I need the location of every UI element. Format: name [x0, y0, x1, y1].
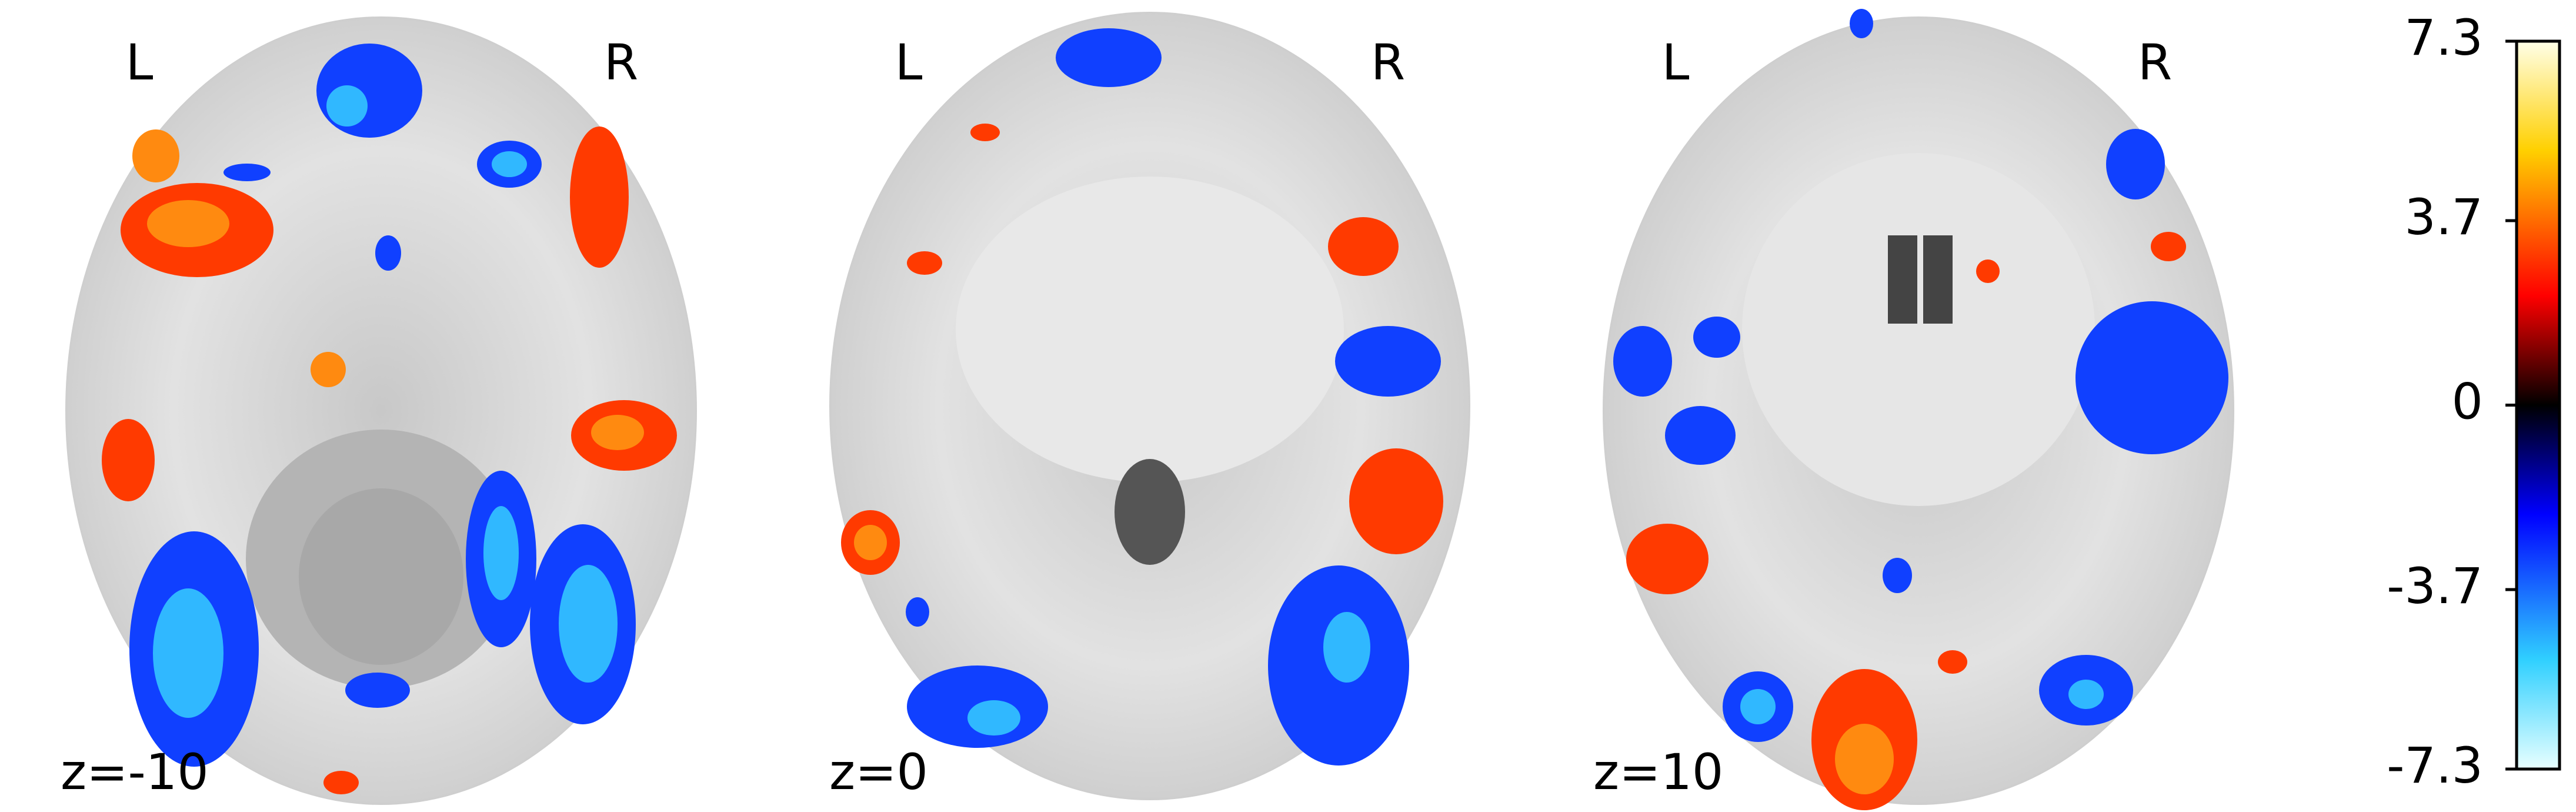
tick-label: 0 [2452, 372, 2483, 430]
tick-label: 7.3 [2404, 9, 2483, 66]
colorbar-ticks: 7.3 3.7 0 -3.7 -7.3 [2387, 9, 2517, 794]
right-label: R [1371, 34, 1405, 91]
right-label: R [604, 34, 638, 91]
slice-label: z=-10 [61, 743, 209, 801]
tick-label: 3.7 [2404, 188, 2483, 246]
left-label: L [895, 34, 923, 91]
slice-panel [1603, 9, 2234, 810]
slice-panel [829, 12, 1470, 800]
right-label: R [2138, 34, 2172, 91]
slice-labels: L Rz=-10 L Rz=0 L Rz=10 [61, 34, 2172, 801]
slice-panel [65, 16, 697, 805]
left-label: L [1662, 34, 1690, 91]
slice-label: z=10 [1593, 743, 1723, 801]
white-matter [956, 177, 1344, 482]
left-label: L [126, 34, 154, 91]
activation-blobs [841, 28, 1443, 766]
activation-blobs [1613, 9, 2228, 810]
ventricle [1923, 235, 1953, 324]
cerebellum [299, 488, 463, 665]
white-matter [1742, 153, 2095, 506]
colorbar [2515, 39, 2561, 771]
slice-label: z=0 [829, 743, 928, 801]
tick-label: -3.7 [2387, 557, 2483, 615]
ventricle [1888, 235, 1917, 324]
activation-blobs [102, 44, 677, 794]
tick-label: -7.3 [2387, 737, 2483, 794]
ventricle [1115, 459, 1185, 565]
